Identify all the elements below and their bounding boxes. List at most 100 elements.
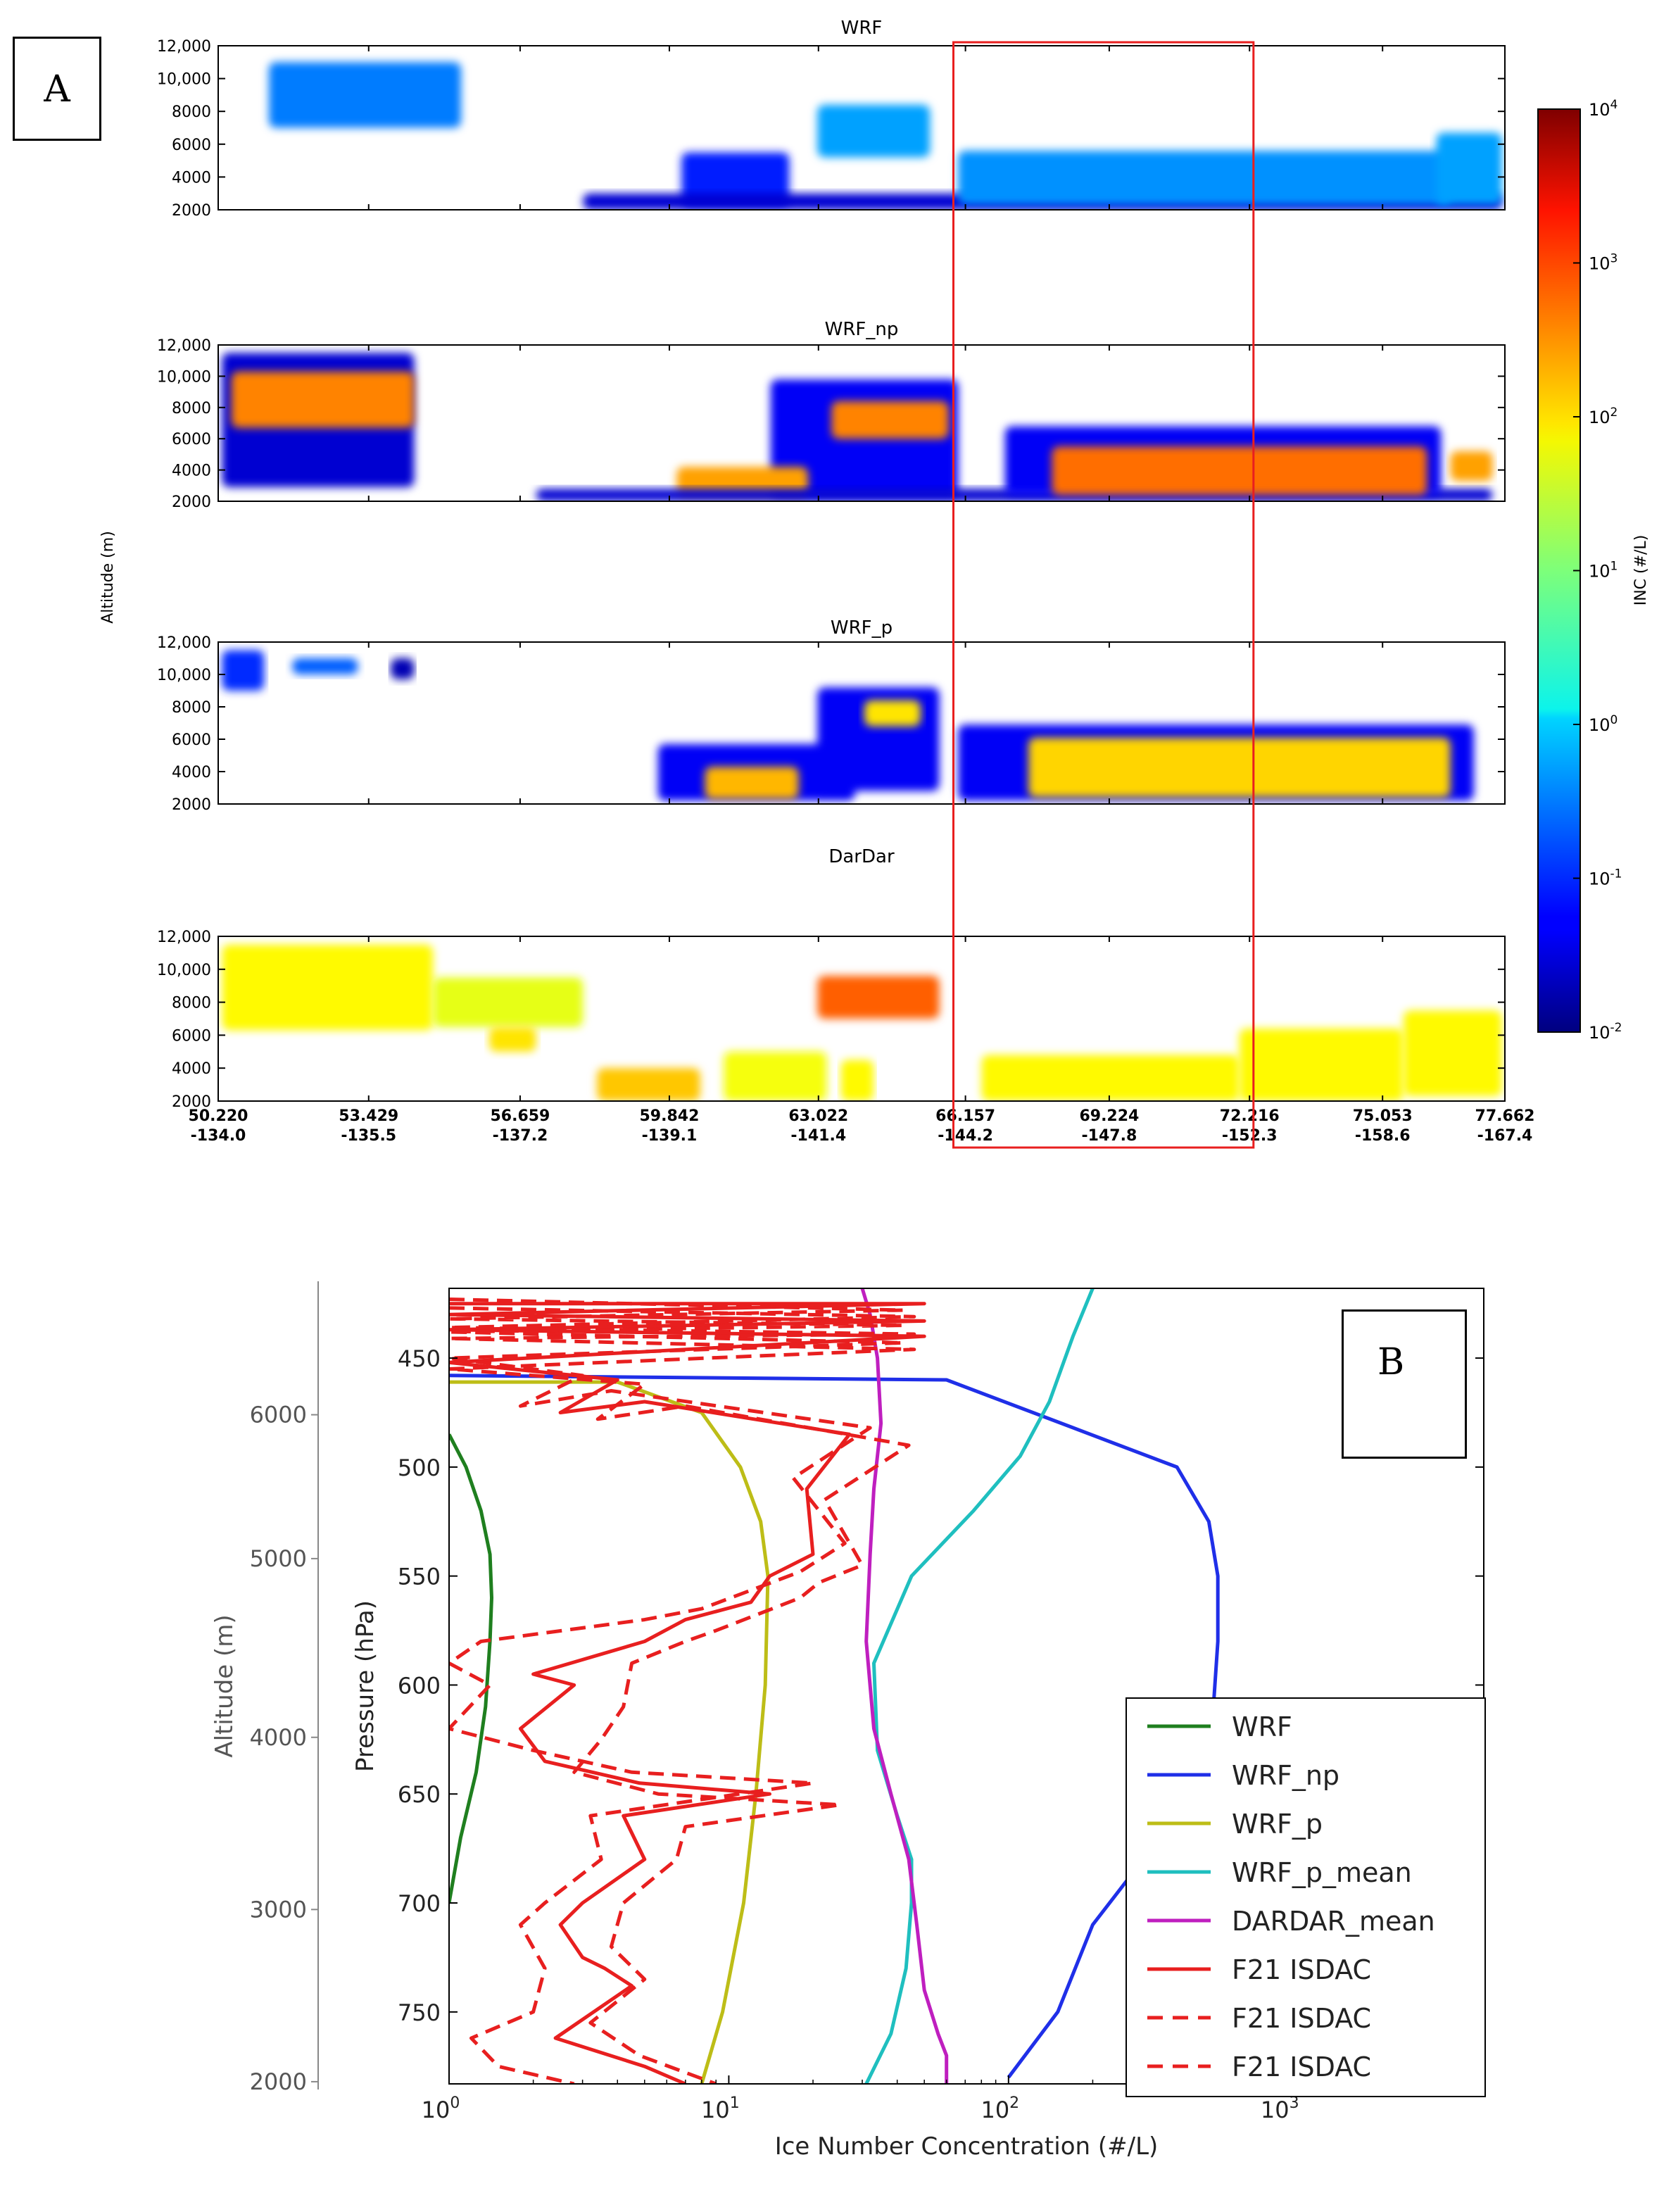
legend-label: DARDAR_mean: [1232, 1906, 1435, 1937]
x-tick-latitude: 66.157: [935, 1107, 995, 1125]
intensity-region: [958, 151, 1451, 206]
y-axis-label: Altitude (m): [99, 531, 117, 624]
intensity-region: [1436, 132, 1502, 206]
x-tick-label: 102: [980, 2094, 1019, 2123]
intensity-region: [597, 1068, 700, 1101]
y-tick-label: 550: [398, 1564, 441, 1590]
colorbar-tick-label: 100: [1589, 713, 1618, 735]
intensity-region: [831, 401, 949, 439]
y-tick-label: 2000: [172, 1093, 211, 1111]
plot-area: [449, 1288, 1220, 2084]
intensity-region: [292, 658, 358, 674]
x-tick-latitude: 69.224: [1079, 1107, 1139, 1125]
intensity-region: [1403, 1010, 1502, 1096]
intensity-region: [981, 1055, 1240, 1101]
legend-box: [1125, 1697, 1486, 2097]
intensity-region: [489, 1026, 536, 1052]
series-line-dardar-mean: [860, 1288, 949, 2084]
panel-title-dardar: DarDar: [828, 846, 895, 867]
x-tick-longitude: -134.0: [191, 1127, 246, 1145]
colorbar-tick-label: 104: [1589, 98, 1618, 120]
y-tick-label: 10,000: [157, 962, 211, 979]
series-line-wrf-p: [449, 1380, 770, 2084]
series-line-f21-isdac: [449, 1302, 926, 2084]
intensity-region: [705, 767, 799, 800]
x-axis-label: Ice Number Concentration (#/L): [775, 2132, 1159, 2161]
y-tick-label: 6000: [172, 137, 211, 154]
y-tick-label: 750: [398, 1999, 441, 2026]
altitude-tick-label: 3000: [250, 1896, 307, 1923]
legend-label: F21 ISDAC: [1232, 1954, 1371, 1985]
y-tick-label: 10,000: [157, 71, 211, 89]
x-tick-longitude: -139.1: [642, 1127, 698, 1145]
intensity-region: [840, 1060, 874, 1101]
y-tick-label: 12,000: [157, 337, 211, 355]
panel-a-label-box: A: [13, 37, 101, 141]
panel-wrf: WRF 2000 4000 6000 8000 10,000 12,000: [157, 18, 1506, 220]
x-tick-latitude: 63.022: [788, 1107, 848, 1125]
y-tick-label: 4000: [172, 463, 211, 480]
y-tick-label: 8000: [172, 995, 211, 1012]
intensity-region: [231, 371, 415, 428]
legend-label: WRF_np: [1232, 1760, 1339, 1791]
x-tick-longitude: -167.4: [1477, 1127, 1533, 1145]
x-tick-longitude: -144.2: [938, 1127, 993, 1145]
x-tick-longitude: -152.3: [1222, 1127, 1278, 1145]
legend-label: WRF: [1232, 1711, 1292, 1742]
y-tick-label: 8000: [172, 400, 211, 417]
y-tick-label: 12,000: [157, 634, 211, 652]
panel-frame: [217, 344, 1506, 502]
colorbar-tick-label: 10-2: [1589, 1021, 1622, 1043]
x-tick-longitude: -158.6: [1355, 1127, 1411, 1145]
panel-b-label: B: [1377, 1341, 1405, 1383]
x-tick-latitude: 53.429: [339, 1107, 398, 1125]
altitude-tick-label: 5000: [250, 1545, 307, 1572]
intensity-region: [1450, 451, 1493, 482]
x-tick-longitude: -137.2: [493, 1127, 548, 1145]
y-tick-label: 6000: [172, 431, 211, 448]
y-tick-label: 6000: [172, 1027, 211, 1045]
panel-frame: [217, 641, 1506, 805]
intensity-region: [391, 658, 415, 679]
series-line-f21-isdac: [449, 1297, 905, 2084]
intensity-region: [864, 700, 921, 727]
x-tick-latitude: 77.662: [1475, 1107, 1535, 1125]
y-tick-label: 4000: [172, 764, 211, 781]
y-tick-label: 6000: [172, 731, 211, 749]
y-tick-label: 8000: [172, 103, 211, 121]
y-tick-label: 2000: [172, 202, 211, 220]
panel-wrf_np: WRF_np 2000 4000 6000 8000 10,000 12,000: [157, 319, 1506, 511]
legend-label: WRF_p: [1232, 1809, 1323, 1840]
intensity-region: [222, 944, 434, 1031]
x-tick-latitude: 56.659: [490, 1107, 550, 1125]
colorbar-tick-label: 101: [1589, 560, 1618, 582]
colorbar-label: INC (#/L): [1632, 535, 1650, 606]
colorbar-tick-label: 102: [1589, 406, 1618, 427]
y-tick-label: 500: [398, 1454, 441, 1481]
series-line-wrf-p-mean: [864, 1288, 1095, 2084]
x-tick-latitude: 75.053: [1353, 1107, 1413, 1125]
altitude-tick-label: 6000: [250, 1402, 307, 1428]
y-tick-label: 2000: [172, 796, 211, 814]
y-tick-label: 12,000: [157, 929, 211, 946]
panel-wrf_p: WRF_p 2000 4000 6000 8000 10,000 12,000: [157, 617, 1506, 814]
y-tick-label: 10,000: [157, 368, 211, 386]
intensity-region: [1028, 737, 1451, 798]
x-tick-latitude: 59.842: [639, 1107, 699, 1125]
panel-title-wrf: WRF: [841, 18, 883, 39]
panel-frame: [217, 936, 1506, 1102]
panel-dardar: DarDar 2000 4000 6000 8000 10,000 12,000: [157, 846, 1506, 1111]
x-tick-label: 103: [1261, 2094, 1299, 2123]
y-tick-label: 2000: [172, 494, 211, 511]
series-line-f21-isdac: [449, 1306, 916, 2084]
highlight-box: [952, 41, 1255, 1149]
y-tick-label: 4000: [172, 1060, 211, 1078]
y-axis-label: Pressure (hPa): [351, 1600, 379, 1772]
colorbar-tick-label: 10-1: [1589, 867, 1622, 889]
legend: WRF WRF_np WRF_p WRF_p_mean DARDAR_mean F21 I…: [1125, 1697, 1486, 2097]
altitude-tick-label: 2000: [250, 2068, 307, 2095]
legend-label: F21 ISDAC: [1232, 2051, 1371, 2082]
y-tick-label: 700: [398, 1890, 441, 1917]
intensity-region: [724, 1051, 827, 1101]
x-tick-longitude: -135.5: [341, 1127, 396, 1145]
